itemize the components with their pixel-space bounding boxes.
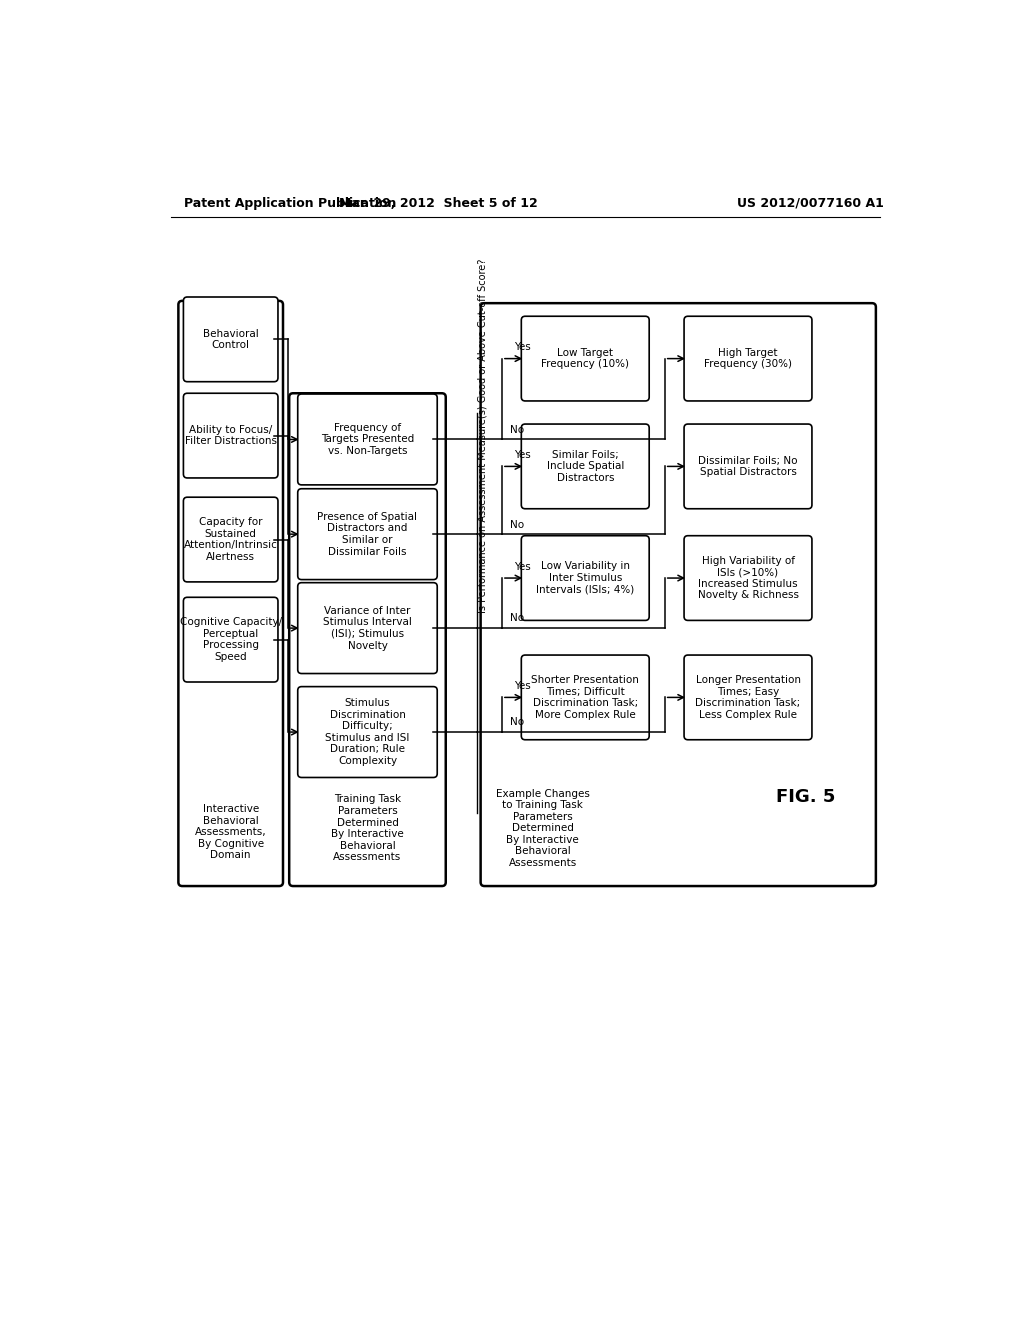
Text: Cognitive Capacity/
Perceptual
Processing
Speed: Cognitive Capacity/ Perceptual Processin… (179, 618, 282, 663)
Text: Is Performance on Assessment Measure(s) Good or Above Cut-off Score?: Is Performance on Assessment Measure(s) … (477, 259, 487, 612)
Text: US 2012/0077160 A1: US 2012/0077160 A1 (736, 197, 884, 210)
FancyBboxPatch shape (480, 304, 876, 886)
FancyBboxPatch shape (684, 424, 812, 508)
Text: Shorter Presentation
Times; Difficult
Discrimination Task;
More Complex Rule: Shorter Presentation Times; Difficult Di… (531, 675, 639, 719)
Text: Example Changes
to Training Task
Parameters
Determined
By Interactive
Behavioral: Example Changes to Training Task Paramet… (496, 788, 590, 869)
Text: Yes: Yes (514, 450, 530, 461)
FancyBboxPatch shape (684, 317, 812, 401)
Text: Interactive
Behavioral
Assessments,
By Cognitive
Domain: Interactive Behavioral Assessments, By C… (195, 804, 266, 861)
Text: Yes: Yes (514, 562, 530, 572)
Text: No: No (510, 614, 524, 623)
FancyBboxPatch shape (298, 686, 437, 777)
Text: Low Target
Frequency (10%): Low Target Frequency (10%) (542, 347, 630, 370)
FancyBboxPatch shape (298, 582, 437, 673)
FancyBboxPatch shape (178, 301, 283, 886)
Text: Behavioral
Control: Behavioral Control (203, 329, 259, 350)
FancyBboxPatch shape (521, 317, 649, 401)
Text: Training Task
Parameters
Determined
By Interactive
Behavioral
Assessments: Training Task Parameters Determined By I… (331, 795, 403, 862)
FancyBboxPatch shape (298, 488, 437, 579)
Text: Variance of Inter
Stimulus Interval
(ISI); Stimulus
Novelty: Variance of Inter Stimulus Interval (ISI… (323, 606, 412, 651)
FancyBboxPatch shape (521, 424, 649, 508)
FancyBboxPatch shape (289, 393, 445, 886)
Text: Patent Application Publication: Patent Application Publication (183, 197, 396, 210)
FancyBboxPatch shape (521, 536, 649, 620)
Text: Longer Presentation
Times; Easy
Discrimination Task;
Less Complex Rule: Longer Presentation Times; Easy Discrimi… (695, 675, 801, 719)
Text: Ability to Focus/
Filter Distractions: Ability to Focus/ Filter Distractions (184, 425, 276, 446)
Text: High Target
Frequency (30%): High Target Frequency (30%) (705, 347, 792, 370)
Text: No: No (510, 520, 524, 529)
Text: Stimulus
Discrimination
Difficulty;
Stimulus and ISI
Duration; Rule
Complexity: Stimulus Discrimination Difficulty; Stim… (326, 698, 410, 766)
FancyBboxPatch shape (521, 655, 649, 739)
Text: No: No (510, 425, 524, 434)
Text: Capacity for
Sustained
Attention/Intrinsic
Alertness: Capacity for Sustained Attention/Intrins… (183, 517, 278, 562)
Text: FIG. 5: FIG. 5 (776, 788, 836, 807)
Text: Yes: Yes (514, 681, 530, 692)
Text: Mar. 29, 2012  Sheet 5 of 12: Mar. 29, 2012 Sheet 5 of 12 (339, 197, 538, 210)
Text: Low Variability in
Inter Stimulus
Intervals (ISIs; 4%): Low Variability in Inter Stimulus Interv… (537, 561, 635, 594)
Text: No: No (510, 718, 524, 727)
Text: Similar Foils;
Include Spatial
Distractors: Similar Foils; Include Spatial Distracto… (547, 450, 624, 483)
Text: Frequency of
Targets Presented
vs. Non-Targets: Frequency of Targets Presented vs. Non-T… (321, 422, 414, 455)
FancyBboxPatch shape (298, 395, 437, 484)
FancyBboxPatch shape (183, 297, 278, 381)
Text: High Variability of
ISIs (>10%)
Increased Stimulus
Novelty & Richness: High Variability of ISIs (>10%) Increase… (697, 556, 799, 601)
FancyBboxPatch shape (183, 598, 278, 682)
FancyBboxPatch shape (684, 536, 812, 620)
FancyBboxPatch shape (183, 393, 278, 478)
Text: Yes: Yes (514, 342, 530, 352)
FancyBboxPatch shape (183, 498, 278, 582)
Text: Presence of Spatial
Distractors and
Similar or
Dissimilar Foils: Presence of Spatial Distractors and Simi… (317, 512, 418, 557)
FancyBboxPatch shape (684, 655, 812, 739)
Text: Dissimilar Foils; No
Spatial Distractors: Dissimilar Foils; No Spatial Distractors (698, 455, 798, 478)
